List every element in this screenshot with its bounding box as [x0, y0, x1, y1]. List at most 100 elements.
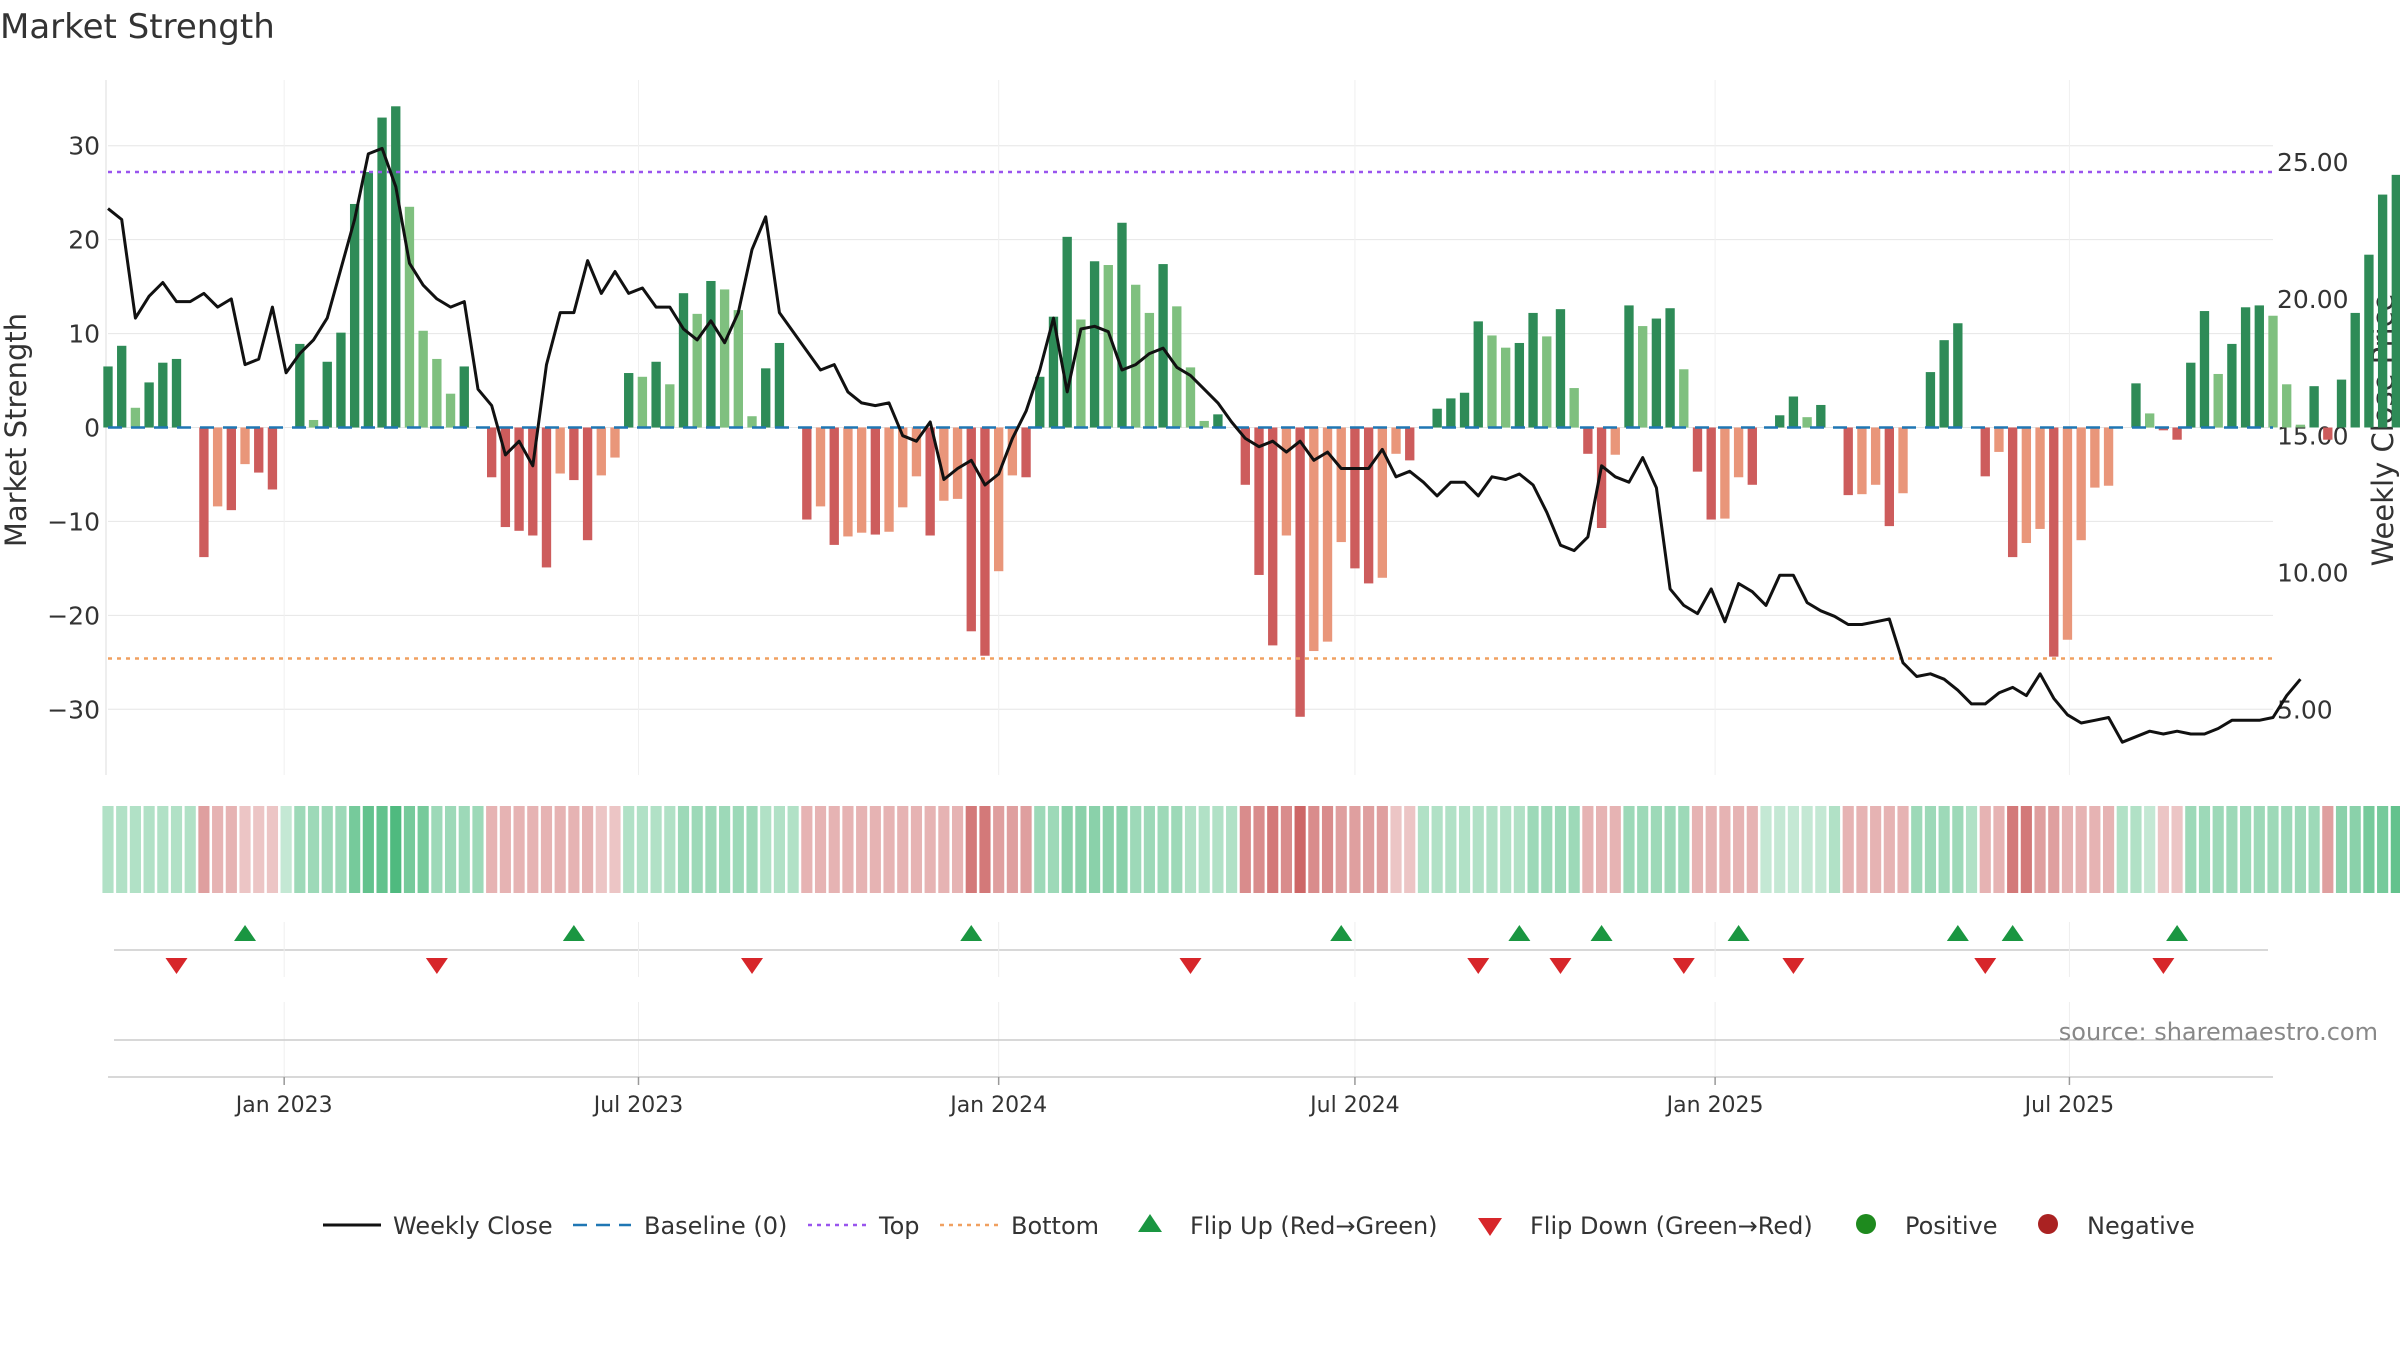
- status-cell: [1335, 806, 1347, 893]
- strength-bar: [2035, 427, 2045, 529]
- status-cell: [664, 806, 676, 893]
- status-cell: [1582, 806, 1594, 893]
- x-tick-label: Jul 2023: [592, 1093, 684, 1118]
- strength-bar: [1007, 427, 1018, 476]
- status-cell: [1417, 806, 1430, 893]
- status-cell: [2253, 806, 2265, 893]
- status-cell: [705, 806, 717, 893]
- strength-bar: [747, 416, 757, 428]
- strength-bar: [363, 172, 374, 428]
- flip-up-marker: [2001, 925, 2024, 941]
- strength-bar: [2172, 427, 2182, 440]
- strength-bar: [569, 427, 579, 481]
- strength-bar: [1884, 427, 1894, 527]
- status-cell: [910, 806, 923, 893]
- strength-bar: [1185, 367, 1196, 428]
- status-cell: [2061, 806, 2074, 893]
- status-cell: [1363, 806, 1375, 893]
- x-tick-label: Jul 2024: [1308, 1093, 1400, 1118]
- status-cell: [856, 806, 868, 893]
- chart-title: Market Strength: [0, 7, 275, 47]
- strength-bar: [336, 332, 346, 428]
- status-cell: [2102, 806, 2115, 893]
- status-cell: [1815, 806, 1827, 893]
- legend-item-close: Weekly Close: [323, 1212, 553, 1240]
- strength-bar: [541, 427, 552, 568]
- strength-bar: [966, 427, 976, 632]
- status-cell: [1308, 806, 1320, 893]
- legend-label: Positive: [1905, 1212, 1998, 1240]
- strength-bar: [925, 427, 935, 536]
- legend-item-bottom: Bottom: [940, 1212, 1099, 1240]
- status-cell: [1993, 806, 2005, 893]
- strength-bar: [1994, 427, 2004, 452]
- flip-marker-panel: [114, 922, 2268, 977]
- status-cell: [1143, 806, 1155, 893]
- status-cell: [691, 806, 703, 893]
- right-tick-label: 20.00: [2277, 285, 2349, 314]
- strength-bar: [1692, 427, 1703, 472]
- strength-bar: [1377, 427, 1388, 578]
- status-cell: [1842, 806, 1854, 893]
- status-cell: [2171, 806, 2183, 893]
- status-cell: [1349, 806, 1361, 893]
- flip-down-marker: [1672, 958, 1695, 974]
- flip-down-marker: [2152, 958, 2175, 974]
- x-axis-ticks: Jan 2023 Jul 2023 Jan 2024 Jul 2024 Jan 2025…: [234, 1077, 2114, 1118]
- weekly-close-line: [107, 146, 2302, 744]
- status-cell: [403, 806, 416, 893]
- strength-bar: [1281, 427, 1292, 536]
- legend-label: Negative: [2087, 1212, 2195, 1240]
- status-cell: [787, 806, 799, 893]
- strength-bar: [528, 427, 538, 536]
- strength-bar: [103, 366, 113, 428]
- strength-bar: [1076, 319, 1086, 428]
- status-cell: [1171, 806, 1183, 893]
- strength-bar: [761, 368, 771, 428]
- legend-swatch: [1856, 1214, 1876, 1234]
- strength-bar: [2364, 254, 2374, 428]
- status-cell: [1458, 806, 1471, 893]
- strength-bar: [500, 427, 511, 528]
- status-cell: [2048, 806, 2060, 893]
- flip-up-marker: [1946, 925, 1969, 941]
- status-cell: [1431, 806, 1443, 893]
- strength-bar: [1788, 396, 1799, 428]
- strength-bar: [843, 427, 853, 537]
- flip-down-marker: [1782, 958, 1805, 974]
- strength-bar: [733, 310, 743, 428]
- status-cell: [2116, 806, 2128, 893]
- status-cell: [349, 806, 361, 893]
- left-tick-label: 10: [68, 320, 100, 349]
- strength-bar: [1747, 427, 1757, 485]
- status-cell: [2322, 806, 2334, 893]
- strength-bar: [2295, 424, 2306, 428]
- status-cell: [1267, 806, 1279, 893]
- status-cell: [1705, 806, 1717, 893]
- status-cell: [1870, 806, 1882, 893]
- status-cell: [1828, 806, 1841, 893]
- strength-bar: [2062, 427, 2073, 640]
- legend-label: Bottom: [1011, 1212, 1099, 1240]
- strength-bar: [1336, 427, 1346, 543]
- status-cell: [568, 806, 580, 893]
- strength-bar: [2131, 383, 2141, 428]
- status-cell: [897, 806, 909, 893]
- status-cell: [2308, 806, 2320, 893]
- strength-bar: [829, 427, 839, 545]
- strength-bar: [665, 384, 675, 428]
- strength-bar: [459, 366, 469, 428]
- strength-bar: [1295, 427, 1305, 717]
- strength-bar: [692, 313, 702, 428]
- strength-bar: [1473, 321, 1483, 428]
- strength-bar: [1199, 420, 1209, 428]
- strength-bar: [1213, 414, 1223, 428]
- x-tick-label: Jan 2024: [948, 1093, 1047, 1118]
- strength-bar: [1131, 284, 1141, 428]
- status-cell: [1321, 806, 1334, 893]
- strength-bar: [2336, 379, 2347, 428]
- strength-bar: [856, 427, 867, 533]
- status-cell: [198, 806, 210, 893]
- strength-bar: [2076, 427, 2086, 541]
- status-cell: [1486, 806, 1498, 893]
